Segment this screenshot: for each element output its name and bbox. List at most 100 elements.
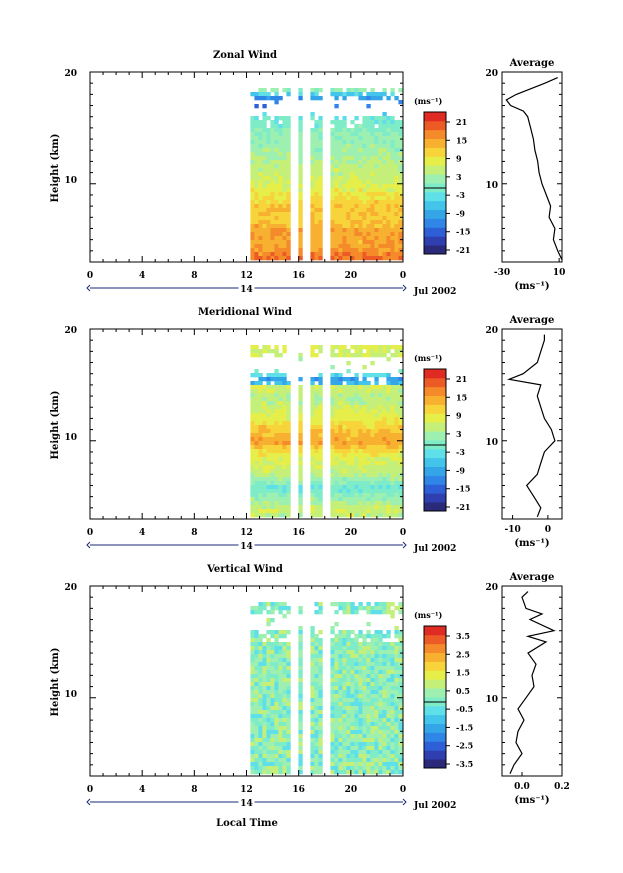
heatmap-cell bbox=[282, 730, 287, 735]
heatmap-cell bbox=[370, 710, 375, 715]
heatmap-cell bbox=[250, 449, 255, 454]
heatmap-cell bbox=[390, 208, 395, 213]
heatmap-cell bbox=[366, 738, 371, 743]
heatmap-cell bbox=[310, 642, 315, 647]
heatmap-cell bbox=[250, 168, 255, 173]
heatmap-cell bbox=[354, 421, 359, 426]
heatmap-cell bbox=[374, 349, 379, 354]
heatmap-cell bbox=[330, 718, 335, 723]
colorbar-swatch bbox=[424, 191, 446, 202]
heatmap-cell bbox=[282, 216, 287, 221]
heatmap-cell bbox=[342, 224, 347, 229]
heatmap-cell bbox=[270, 164, 275, 169]
heatmap-cell bbox=[318, 513, 323, 518]
heatmap-cell bbox=[274, 461, 279, 466]
heatmap-cell bbox=[274, 100, 279, 105]
heatmap-cell bbox=[350, 377, 355, 382]
heatmap-cell bbox=[282, 706, 287, 711]
heatmap-cell bbox=[362, 96, 367, 101]
heatmap-cell bbox=[382, 650, 387, 655]
heatmap-cell bbox=[394, 682, 399, 687]
heatmap-cell bbox=[342, 120, 347, 125]
heatmap-cell bbox=[350, 200, 355, 205]
heatmap-cell bbox=[366, 140, 371, 145]
heatmap-cell bbox=[382, 646, 387, 651]
heatmap-cell bbox=[394, 132, 399, 137]
heatmap-cell bbox=[330, 216, 335, 221]
heatmap-cell bbox=[358, 686, 363, 691]
heatmap-cell bbox=[274, 180, 279, 185]
heatmap-cell bbox=[266, 128, 271, 133]
heatmap-cell bbox=[358, 156, 363, 161]
heatmap-cell bbox=[258, 730, 263, 735]
heatmap-cell bbox=[346, 710, 351, 715]
heatmap-cell bbox=[390, 646, 395, 651]
heatmap-cell bbox=[274, 453, 279, 458]
heatmap-cell bbox=[350, 642, 355, 647]
heatmap-cell bbox=[286, 714, 291, 719]
heatmap-cell bbox=[330, 88, 335, 93]
heatmap-cell bbox=[382, 240, 387, 245]
heatmap-cell bbox=[314, 477, 319, 482]
profile-x-tick: 0.0 bbox=[514, 782, 530, 792]
heatmap-cell bbox=[382, 493, 387, 498]
heatmap-cell bbox=[382, 385, 387, 390]
heatmap-cell bbox=[394, 429, 399, 434]
heatmap-cell bbox=[278, 654, 283, 659]
heatmap-cell bbox=[298, 738, 303, 743]
heatmap-cell bbox=[370, 702, 375, 707]
heatmap-cell bbox=[278, 208, 283, 213]
heatmap-cell bbox=[342, 180, 347, 185]
heatmap-cell bbox=[346, 244, 351, 249]
heatmap-cell bbox=[310, 236, 315, 241]
heatmap-cell bbox=[298, 642, 303, 647]
heatmap-cell bbox=[262, 116, 267, 121]
heatmap-cell bbox=[370, 188, 375, 193]
heatmap-cell bbox=[270, 762, 275, 767]
heatmap-cell bbox=[346, 457, 351, 462]
heatmap-cell bbox=[250, 638, 255, 643]
heatmap-cell bbox=[318, 397, 323, 402]
heatmap-cell bbox=[278, 489, 283, 494]
heatmap-cell bbox=[378, 417, 383, 422]
heatmap-cell bbox=[346, 413, 351, 418]
heatmap-cell bbox=[374, 497, 379, 502]
heatmap-cell bbox=[354, 216, 359, 221]
heatmap-cell bbox=[262, 204, 267, 209]
heatmap-cell bbox=[346, 176, 351, 181]
heatmap-cell bbox=[250, 465, 255, 470]
axis-ticks bbox=[89, 328, 404, 520]
heatmap-cell bbox=[394, 726, 399, 731]
heatmap-cell bbox=[350, 128, 355, 133]
heatmap-cell bbox=[258, 453, 263, 458]
heatmap-cell bbox=[254, 421, 259, 426]
heatmap-cell bbox=[286, 610, 291, 615]
heatmap-cell bbox=[310, 248, 315, 253]
heatmap-cell bbox=[310, 678, 315, 683]
heatmap-cell bbox=[254, 256, 259, 261]
heatmap-cell bbox=[390, 477, 395, 482]
heatmap-cell bbox=[330, 373, 335, 378]
heatmap-cell bbox=[390, 610, 395, 615]
heatmap-cell bbox=[278, 244, 283, 249]
heatmap-cell bbox=[330, 726, 335, 731]
heatmap-cell bbox=[358, 754, 363, 759]
heatmap-cell bbox=[358, 734, 363, 739]
heatmap-cell bbox=[394, 188, 399, 193]
heatmap-cell bbox=[382, 766, 387, 771]
heatmap-cell bbox=[250, 634, 255, 639]
heatmap-cell bbox=[366, 176, 371, 181]
heatmap-cell bbox=[262, 208, 267, 213]
heatmap-cell bbox=[274, 497, 279, 502]
heatmap-cell bbox=[398, 208, 403, 213]
colorbar-swatch bbox=[424, 705, 446, 716]
heatmap-cell bbox=[314, 658, 319, 663]
heatmap-cell bbox=[386, 714, 391, 719]
heatmap-cell bbox=[342, 706, 347, 711]
heatmap-cell bbox=[274, 381, 279, 386]
heatmap-cell bbox=[398, 152, 403, 157]
heatmap-cell bbox=[374, 730, 379, 735]
heatmap-cell bbox=[314, 196, 319, 201]
heatmap-cell bbox=[342, 248, 347, 253]
heatmap-cell bbox=[274, 449, 279, 454]
